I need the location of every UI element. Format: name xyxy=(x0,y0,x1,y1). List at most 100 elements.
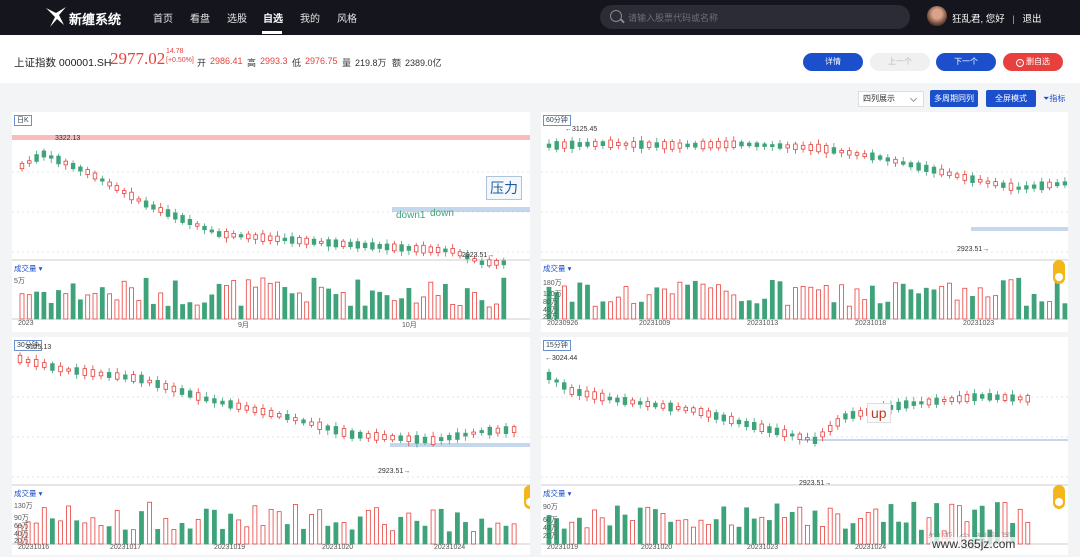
search-input[interactable]: 请输入股票代码或名称 xyxy=(600,5,910,29)
volume-bar xyxy=(41,507,47,545)
volume-bar xyxy=(50,518,55,545)
volume-bar xyxy=(19,293,25,320)
candle-body xyxy=(577,142,582,147)
volume-bar xyxy=(970,296,975,320)
volume-tag-label: 成交量 xyxy=(14,264,37,273)
volume-bar xyxy=(82,522,88,545)
candle-body xyxy=(979,394,985,399)
layout-select[interactable]: 四列展示 xyxy=(858,91,924,107)
volume-bar xyxy=(155,529,161,545)
volume-bar xyxy=(669,293,675,320)
fullscreen-button[interactable]: 全屏模式 xyxy=(986,90,1036,107)
detail-button[interactable]: 详情 xyxy=(803,53,863,71)
prev-button[interactable]: 上一个 xyxy=(870,53,930,71)
volume-bar xyxy=(546,286,552,320)
nav-mine[interactable]: 我的 xyxy=(300,14,320,25)
coin-toggle-icon[interactable] xyxy=(1053,260,1065,284)
volume-bar xyxy=(577,282,583,320)
chart-panel-daily[interactable]: 日K 3322.13 2923.51→ 压力 down1 down 成交量 ▾ … xyxy=(12,112,530,332)
candle-body xyxy=(847,150,852,156)
volume-bar xyxy=(600,301,606,320)
volume-bar xyxy=(728,524,734,545)
candle-body xyxy=(50,363,55,371)
volume-bar xyxy=(977,287,983,320)
multi-period-button[interactable]: 多周期同列 xyxy=(930,90,978,107)
candle-body xyxy=(941,398,947,402)
chart-panel-30min[interactable]: 30分钟 3125.13 2923.51→ 成交量 ▾ 130万 90万 60万… xyxy=(12,337,530,555)
60min-chart-canvas[interactable] xyxy=(541,112,1068,332)
candle-body xyxy=(793,143,798,150)
volume-bar xyxy=(668,521,673,545)
candle-body xyxy=(546,371,552,381)
candle-body xyxy=(224,230,229,239)
nav-watchlist[interactable]: 自选 xyxy=(263,14,283,25)
next-button[interactable]: 下一个 xyxy=(936,53,996,71)
volume-bar xyxy=(454,512,460,545)
chart-panel-15min[interactable]: 15分钟 ←3024.44 2923.51→ up 成交量 ▾ 90万 60万 … xyxy=(541,337,1068,555)
candle-body xyxy=(374,432,379,441)
nav-screener[interactable]: 选股 xyxy=(227,14,247,25)
volume-bar xyxy=(698,519,704,545)
volume-bar xyxy=(369,290,375,320)
candle-body xyxy=(455,432,460,440)
volume-bar xyxy=(873,508,879,545)
volume-bar xyxy=(685,284,691,320)
chart-panel-60min[interactable]: 60分钟 ←3125.45 2923.51→ 成交量 ▾ 180万 120万 8… xyxy=(541,112,1068,332)
volume-bar xyxy=(926,517,932,545)
change-percent: [+0.50%] xyxy=(166,57,194,64)
x-axis-label: 20231018 xyxy=(855,320,887,327)
volume-bar xyxy=(211,509,217,545)
volume-bar xyxy=(708,287,714,320)
candle-body xyxy=(413,245,419,253)
vol-axis-label: 40万 xyxy=(14,531,29,538)
indicator-filter[interactable]: ⏷指标 xyxy=(1043,93,1065,104)
volume-tag[interactable]: 成交量 ▾ xyxy=(543,489,572,498)
volume-bar xyxy=(63,293,69,320)
volume-bar xyxy=(66,505,71,545)
volume-bar xyxy=(187,528,193,545)
volume-bar xyxy=(692,280,698,320)
nav-style[interactable]: 风格 xyxy=(337,14,357,25)
volume-bar xyxy=(464,288,470,320)
volume-bar xyxy=(194,304,200,320)
nav-market[interactable]: 看盘 xyxy=(190,14,210,25)
candle-body xyxy=(639,140,644,149)
volume-tag-label: 成交量 xyxy=(543,264,566,273)
volume-tag-label: 成交量 xyxy=(543,489,566,498)
coin-toggle-icon[interactable] xyxy=(1053,485,1065,509)
candle-body xyxy=(1025,395,1030,403)
volume-tag[interactable]: 成交量 ▾ xyxy=(543,264,572,273)
candle-body xyxy=(615,397,620,403)
volume-bar xyxy=(333,522,339,545)
candle-body xyxy=(739,141,744,147)
candle-body xyxy=(326,239,331,247)
avatar[interactable] xyxy=(927,6,947,26)
volume-bar xyxy=(325,525,331,545)
candle-body xyxy=(835,418,840,427)
volume-tag[interactable]: 成交量 ▾ xyxy=(14,489,43,498)
candle-body xyxy=(1047,181,1052,189)
username-label[interactable]: 狂乱君, 您好 xyxy=(952,14,1005,25)
nav-home[interactable]: 首页 xyxy=(153,14,173,25)
volume-bar xyxy=(746,300,752,320)
candle-body xyxy=(816,143,821,153)
30min-chart-canvas[interactable] xyxy=(12,337,530,555)
candle-body xyxy=(1031,184,1037,189)
candle-body xyxy=(304,237,309,245)
volume-bar xyxy=(136,300,142,320)
stock-price: 2977.02 xyxy=(110,49,166,68)
volume-bar xyxy=(554,292,560,320)
candle-body xyxy=(885,157,890,162)
delete-watchlist-button[interactable]: - 删自选 xyxy=(1003,53,1063,71)
volume-tag[interactable]: 成交量 ▾ xyxy=(14,264,43,273)
coin-toggle-icon[interactable] xyxy=(524,485,530,509)
brand-name[interactable]: 新缠系统 xyxy=(69,12,122,27)
daily-chart-canvas[interactable] xyxy=(12,112,530,332)
candle-body xyxy=(850,411,856,419)
15min-chart-canvas[interactable] xyxy=(541,337,1068,555)
volume-bar xyxy=(236,519,242,545)
candle-body xyxy=(706,410,711,418)
logout-link[interactable]: 退出 xyxy=(1022,14,1042,25)
volume-bar xyxy=(827,507,833,545)
candle-body xyxy=(435,247,441,253)
